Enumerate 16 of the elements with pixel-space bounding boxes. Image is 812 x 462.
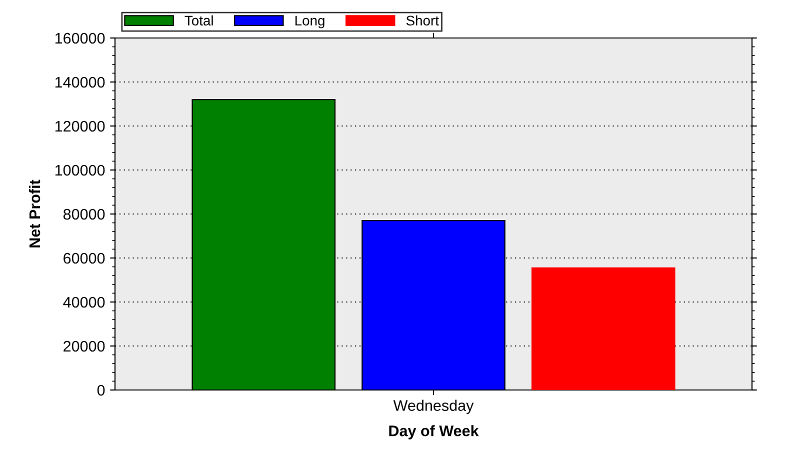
y-tick-label: 60000 (64, 252, 105, 264)
y-tick-label: 160000 (55, 32, 105, 44)
legend-label: Total (184, 15, 213, 26)
legend-label: Long (295, 16, 324, 28)
y-tick-label: 0 (97, 384, 105, 396)
y-tick-label: 100000 (55, 164, 105, 176)
bar (531, 267, 676, 390)
x-tick-label: Wednesday (393, 400, 474, 414)
legend-label: Short (406, 15, 439, 26)
x-axis-title: Day of Week (389, 425, 479, 440)
y-tick-label: 140000 (55, 76, 105, 88)
y-tick-label: 120000 (55, 120, 105, 132)
y-tick-label: 40000 (63, 296, 105, 308)
y-tick-label: 20000 (64, 340, 105, 352)
y-axis-title: Net Profit (28, 180, 40, 248)
y-tick-label: 80000 (63, 208, 105, 220)
